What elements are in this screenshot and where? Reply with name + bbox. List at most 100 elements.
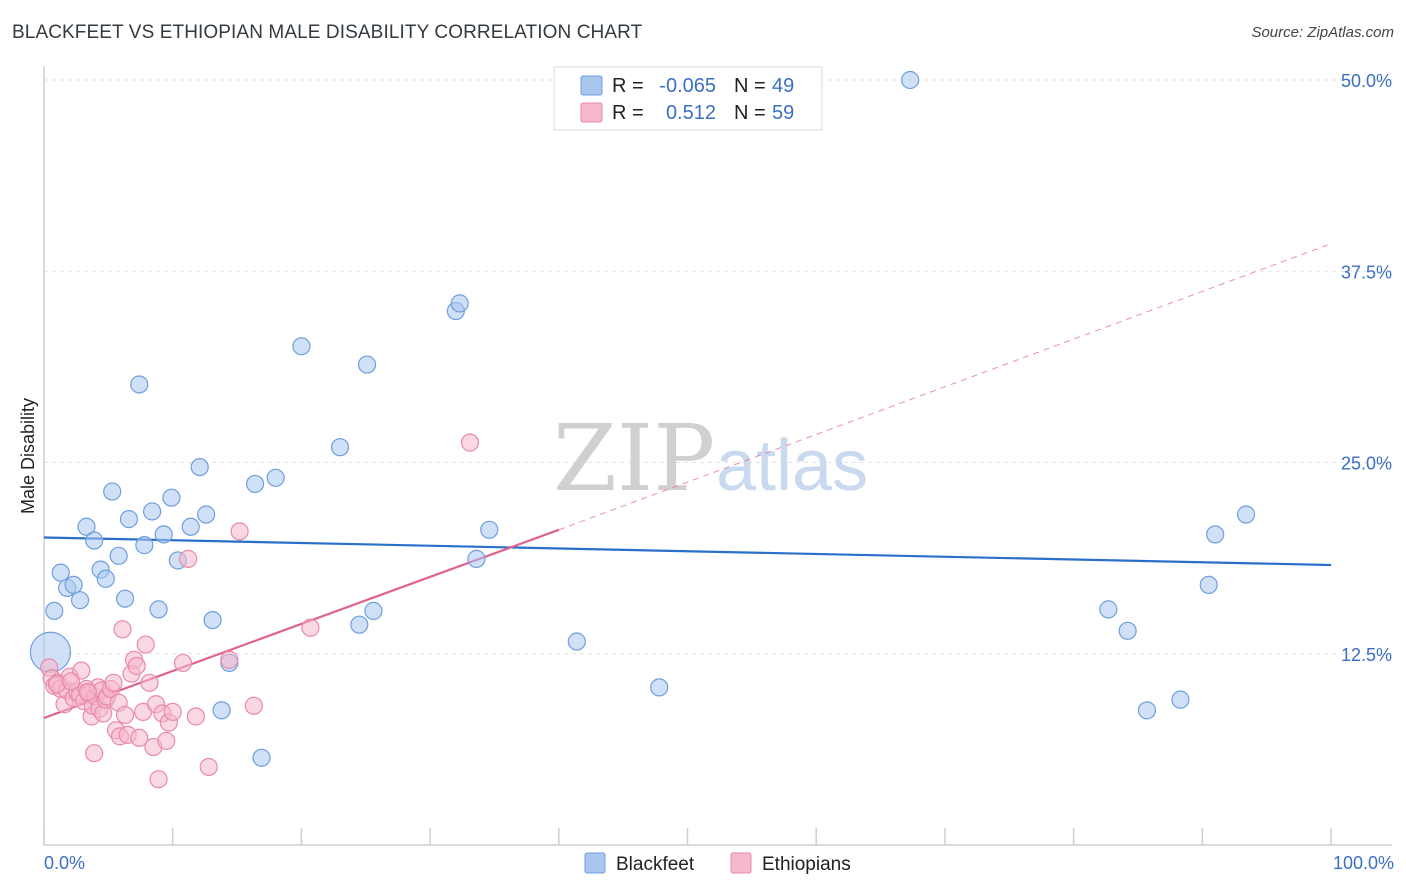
point-blackfeet — [480, 520, 499, 539]
legend-n-label-2: N = — [734, 102, 766, 124]
point-ethiopians — [127, 656, 146, 676]
point-blackfeet — [135, 536, 154, 555]
point-blackfeet — [77, 517, 96, 536]
point-blackfeet — [109, 546, 128, 565]
point-blackfeet — [292, 337, 311, 356]
point-blackfeet — [1171, 690, 1190, 709]
point-blackfeet — [1137, 701, 1157, 720]
point-ethiopians — [199, 757, 218, 777]
chart-title: BLACKFEET VS ETHIOPIAN MALE DISABILITY C… — [12, 22, 643, 43]
point-blackfeet — [190, 457, 209, 477]
y-axis-label: Male Disability — [18, 398, 38, 514]
legend-r-label-2: R = — [612, 102, 644, 124]
series-legend-swatch-blackfeet — [584, 852, 606, 874]
point-blackfeet — [467, 549, 486, 568]
point-ethiopians — [61, 672, 81, 691]
point-blackfeet — [45, 601, 64, 621]
point-ethiopians — [301, 618, 320, 637]
point-ethiopians — [173, 653, 193, 673]
point-blackfeet — [85, 531, 104, 550]
point-ethiopians — [179, 549, 198, 568]
point-blackfeet — [197, 505, 216, 524]
watermark-zip: ZIP — [553, 405, 715, 512]
point-blackfeet — [51, 563, 70, 582]
point-blackfeet — [364, 601, 383, 621]
stats-legend: R = -0.065 N = 49 R = 0.512 N = 59 — [553, 66, 823, 131]
point-blackfeet — [252, 748, 271, 767]
point-ethiopians — [157, 731, 176, 751]
point-blackfeet — [1199, 575, 1218, 595]
point-ethiopians — [115, 705, 135, 725]
y-tick-label: 12.5% — [1341, 645, 1392, 665]
point-blackfeet — [143, 502, 162, 521]
y-tick-label: 37.5% — [1341, 262, 1392, 282]
point-blackfeet — [1118, 621, 1137, 640]
watermark-atlas: atlas — [716, 426, 868, 506]
y-axis-tick-labels: 12.5% 25.0% 37.5% 50.0% — [1341, 71, 1392, 665]
point-ethiopians — [85, 744, 104, 763]
legend-swatch-ethiopians — [580, 102, 603, 123]
point-blackfeet — [450, 294, 469, 313]
point-blackfeet — [245, 474, 265, 494]
legend-r-value-1: -0.065 — [659, 75, 716, 97]
data-points — [29, 70, 1256, 789]
point-blackfeet — [330, 438, 350, 457]
point-blackfeet — [162, 488, 181, 507]
point-blackfeet — [901, 70, 920, 90]
series-legend-swatch-ethiopians — [730, 852, 752, 874]
point-blackfeet — [103, 482, 122, 501]
legend-r-value-2: 0.512 — [666, 102, 716, 124]
point-blackfeet — [212, 701, 231, 720]
point-blackfeet — [70, 591, 90, 610]
x-tick-label-max: 100.0% — [1333, 853, 1394, 873]
trend-line-blackfeet — [43, 536, 1332, 567]
series-blackfeet — [29, 70, 1256, 767]
point-blackfeet — [149, 600, 168, 619]
legend-n-label-1: N = — [734, 75, 766, 97]
point-blackfeet — [130, 375, 149, 394]
point-ethiopians — [163, 702, 182, 721]
series-ethiopians — [40, 433, 480, 789]
point-blackfeet — [1099, 600, 1118, 619]
point-blackfeet — [1236, 505, 1256, 524]
legend-n-value-2: 59 — [772, 102, 794, 124]
source-label: Source: ZipAtlas.com — [1251, 24, 1394, 41]
point-ethiopians — [130, 728, 149, 748]
point-blackfeet — [1206, 525, 1225, 544]
point-blackfeet — [203, 610, 222, 630]
y-tick-label: 25.0% — [1341, 454, 1392, 474]
series-legend-label-ethiopians: Ethiopians — [762, 854, 851, 875]
point-ethiopians — [244, 696, 263, 715]
point-blackfeet — [119, 510, 139, 529]
point-blackfeet — [181, 517, 200, 536]
point-ethiopians — [186, 707, 205, 726]
point-blackfeet — [154, 525, 173, 544]
point-blackfeet — [115, 589, 135, 608]
point-blackfeet — [650, 678, 669, 697]
series-legend: Blackfeet Ethiopians — [584, 852, 851, 875]
point-ethiopians — [220, 650, 239, 669]
series-legend-label-blackfeet: Blackfeet — [616, 854, 695, 875]
point-blackfeet — [350, 615, 369, 634]
legend-r-label-1: R = — [612, 75, 644, 97]
point-ethiopians — [78, 682, 97, 702]
legend-swatch-blackfeet — [580, 75, 603, 96]
point-ethiopians — [460, 433, 480, 452]
x-axis-ticks — [43, 828, 1332, 845]
point-blackfeet — [64, 575, 83, 595]
axes — [43, 66, 1392, 846]
point-ethiopians — [113, 620, 132, 639]
point-blackfeet — [266, 468, 285, 487]
grid-lines — [44, 79, 1392, 655]
y-tick-label: 50.0% — [1341, 71, 1392, 91]
point-blackfeet — [96, 569, 115, 588]
point-ethiopians — [136, 635, 155, 654]
legend-n-value-1: 49 — [772, 75, 794, 97]
point-ethiopians — [149, 770, 168, 789]
point-ethiopians — [104, 673, 123, 692]
point-blackfeet — [357, 355, 377, 374]
point-ethiopians — [230, 522, 249, 541]
point-ethiopians — [140, 673, 159, 692]
x-tick-label-min: 0.0% — [44, 853, 85, 873]
